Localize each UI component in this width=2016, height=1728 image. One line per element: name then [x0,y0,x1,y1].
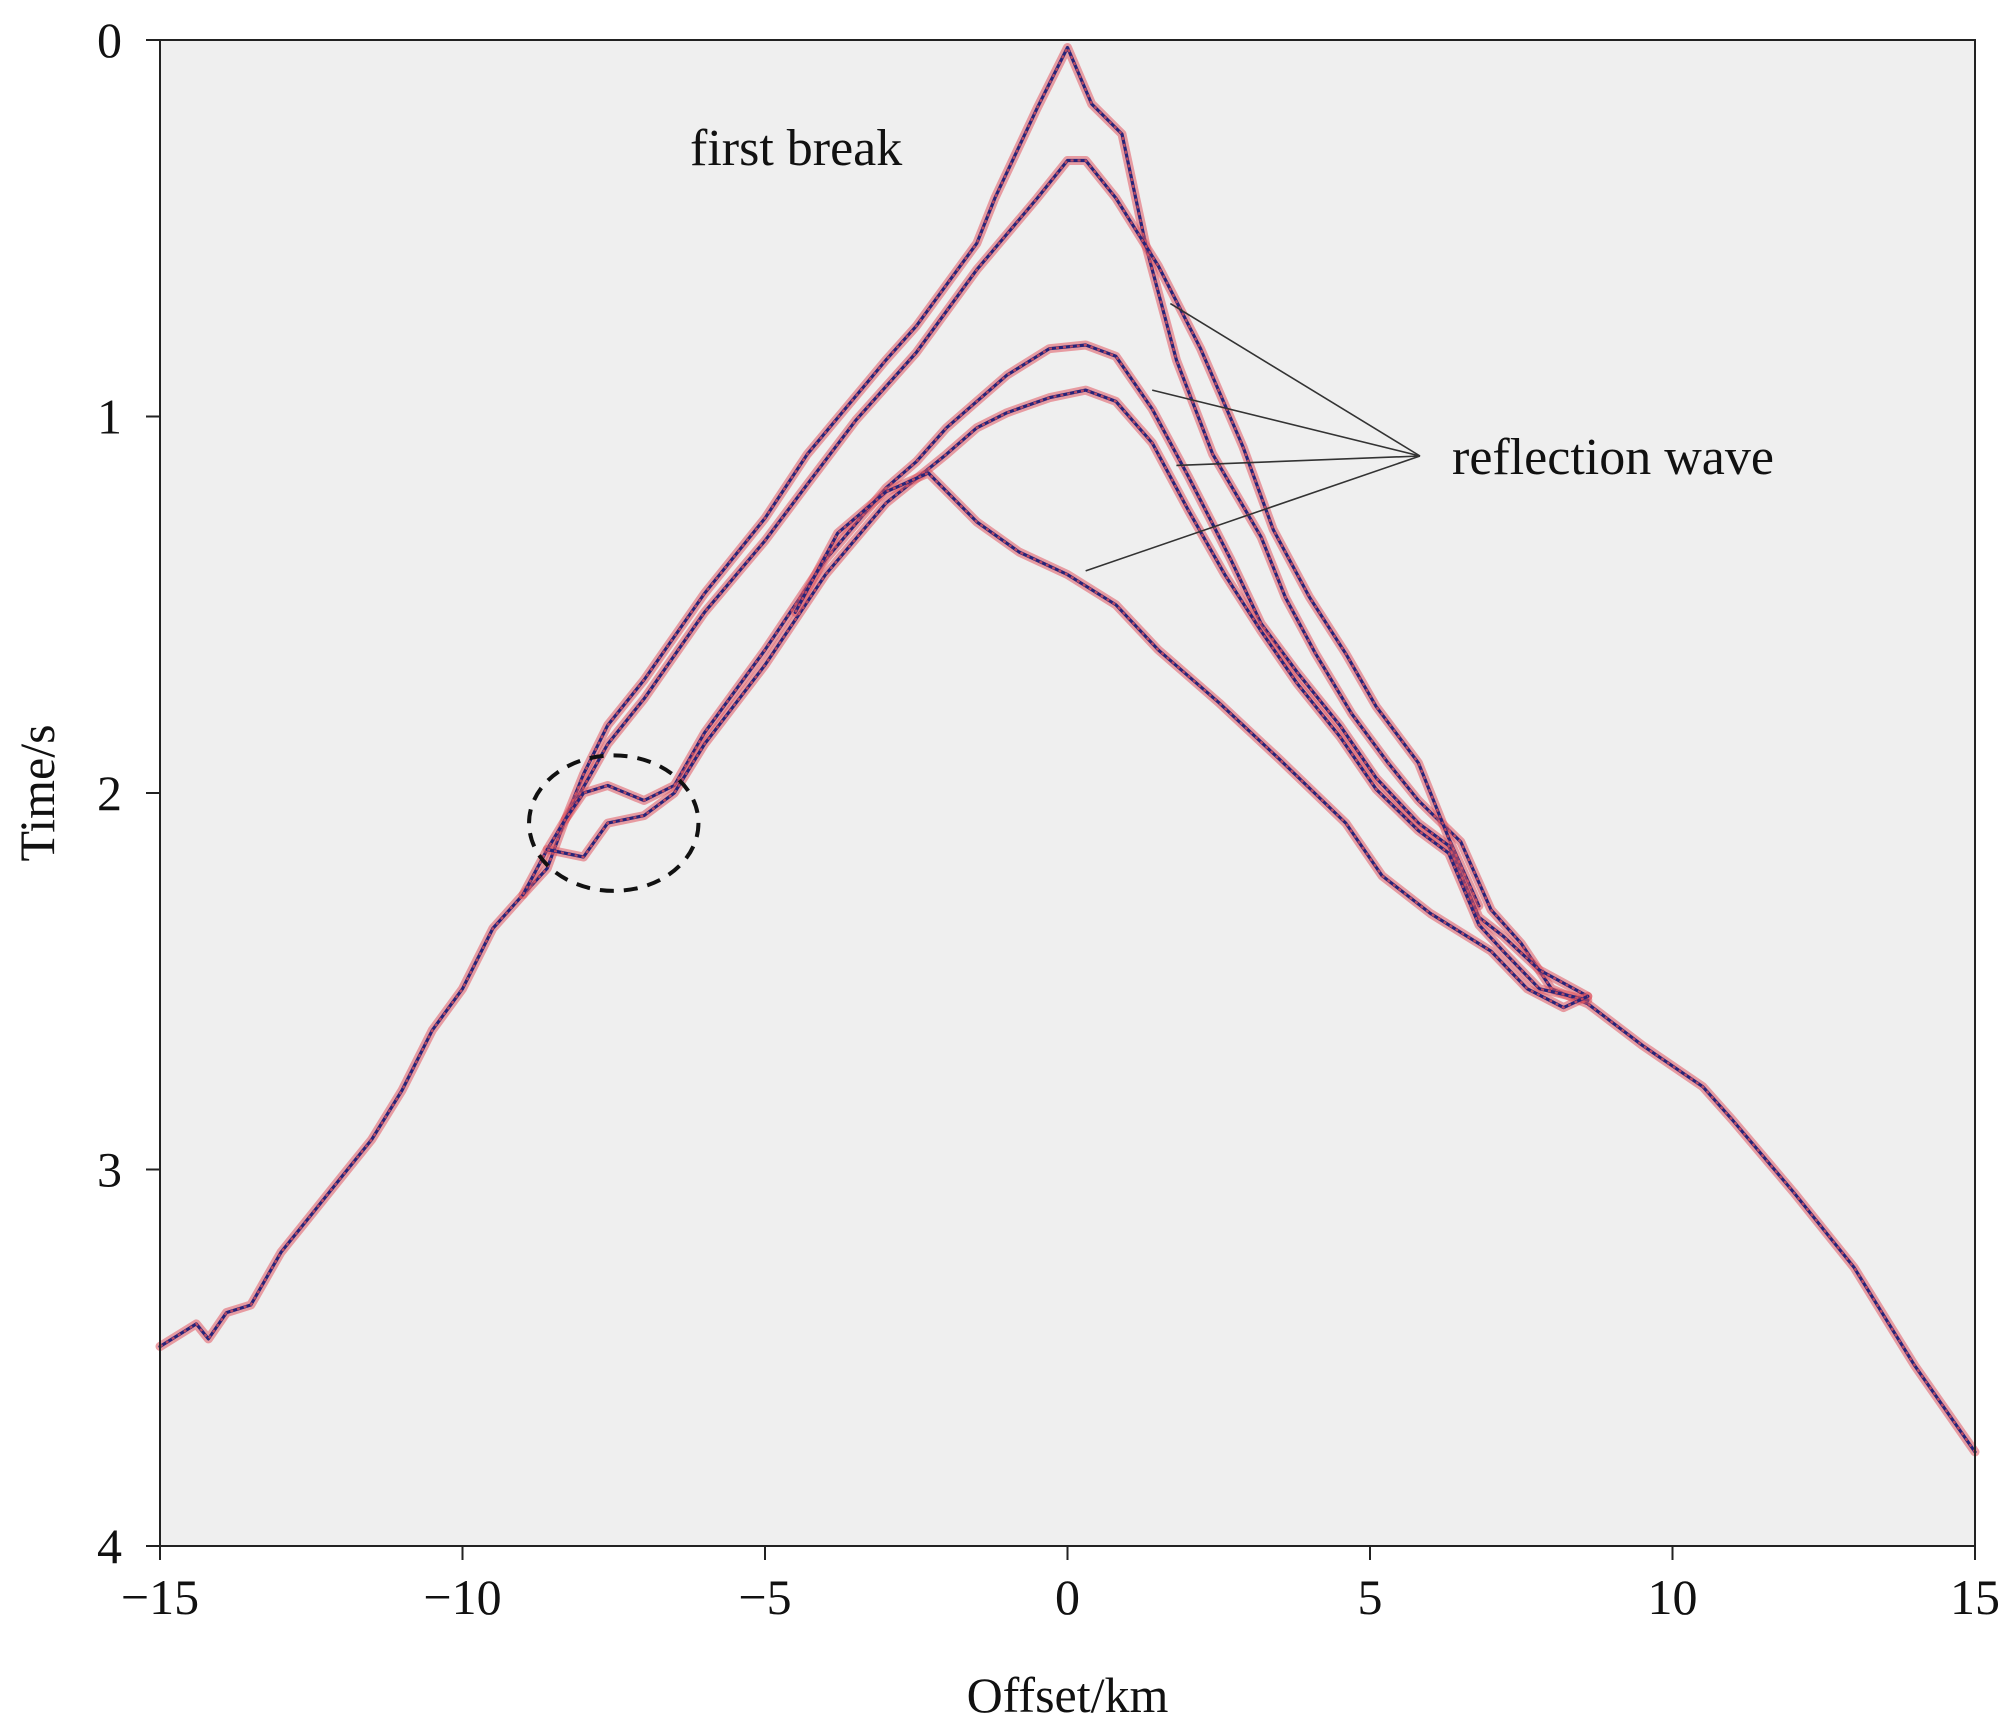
highlight-ellipse [527,753,701,893]
x-tick-label: 15 [1950,1569,2000,1625]
trace-reflection-2 [518,340,1593,1001]
reflection-wave-leader-line [1176,455,1421,467]
y-axis-title: Time/s [9,724,65,861]
trace-wiggle [546,388,1589,1002]
reflection-wave-leader-line [1085,455,1421,572]
trace-reflection-1 [560,156,1484,911]
reflection-wave-leader-line [1169,302,1421,457]
y-tick-label: 4 [97,1518,122,1574]
x-tick-label: −10 [423,1569,501,1625]
highlight-layer [527,753,701,893]
y-tick-label: 2 [97,765,122,821]
trace-reflection-4 [790,468,1593,1013]
traces-layer [155,43,1980,1457]
axes-layer: −15 −10 −5 0 5 10 15 0 1 2 3 4 [97,12,2000,1625]
y-tick-label: 0 [97,12,122,68]
x-tick-label: 5 [1358,1569,1383,1625]
x-tick-label: −5 [738,1569,791,1625]
y-tick-label: 1 [97,389,122,445]
first-break-label: first break [690,120,902,177]
trace-line [793,471,1590,1010]
trace-wiggle [564,159,1480,907]
reflection-wave-label: reflection wave [1452,429,1774,486]
x-tick-label: 0 [1055,1569,1080,1625]
trace-wiggle [522,343,1589,998]
x-axis-title: Offset/km [967,1667,1169,1723]
trace-wiggle [159,44,1976,1453]
y-tick-label: 3 [97,1142,122,1198]
plot-area [160,40,1975,1546]
x-tick-label: 10 [1648,1569,1698,1625]
trace-reflection-3 [542,385,1593,1005]
annotations-layer: first break reflection wave [690,120,1774,572]
x-tick-label: −15 [121,1569,199,1625]
reflection-wave-leader-line [1152,389,1421,457]
